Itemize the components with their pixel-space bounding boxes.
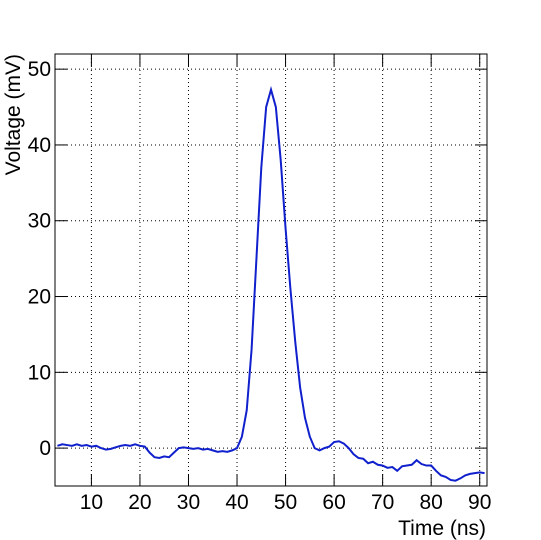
- y-tick-label: 50: [28, 58, 51, 81]
- data-line: [57, 85, 485, 482]
- x-tick-label: 20: [128, 491, 151, 514]
- y-tick-label: 0: [39, 437, 51, 460]
- x-tick-label: 80: [420, 491, 443, 514]
- y-axis-label: Voltage (mV): [2, 54, 25, 175]
- x-tick-label: 70: [371, 491, 394, 514]
- x-tick-label: 30: [177, 491, 200, 514]
- y-tick-label: 10: [28, 361, 51, 384]
- y-tick-label: 40: [28, 134, 51, 157]
- plot-frame: [54, 53, 488, 487]
- x-tick-label: 60: [322, 491, 345, 514]
- x-axis-label: Time (ns): [398, 517, 486, 540]
- y-tick-label: 30: [28, 210, 51, 233]
- x-tick-label: 10: [80, 491, 103, 514]
- y-tick-label: 20: [28, 286, 51, 309]
- x-tick-label: 40: [225, 491, 248, 514]
- x-tick-label: 50: [274, 491, 297, 514]
- x-tick-label: 90: [468, 491, 491, 514]
